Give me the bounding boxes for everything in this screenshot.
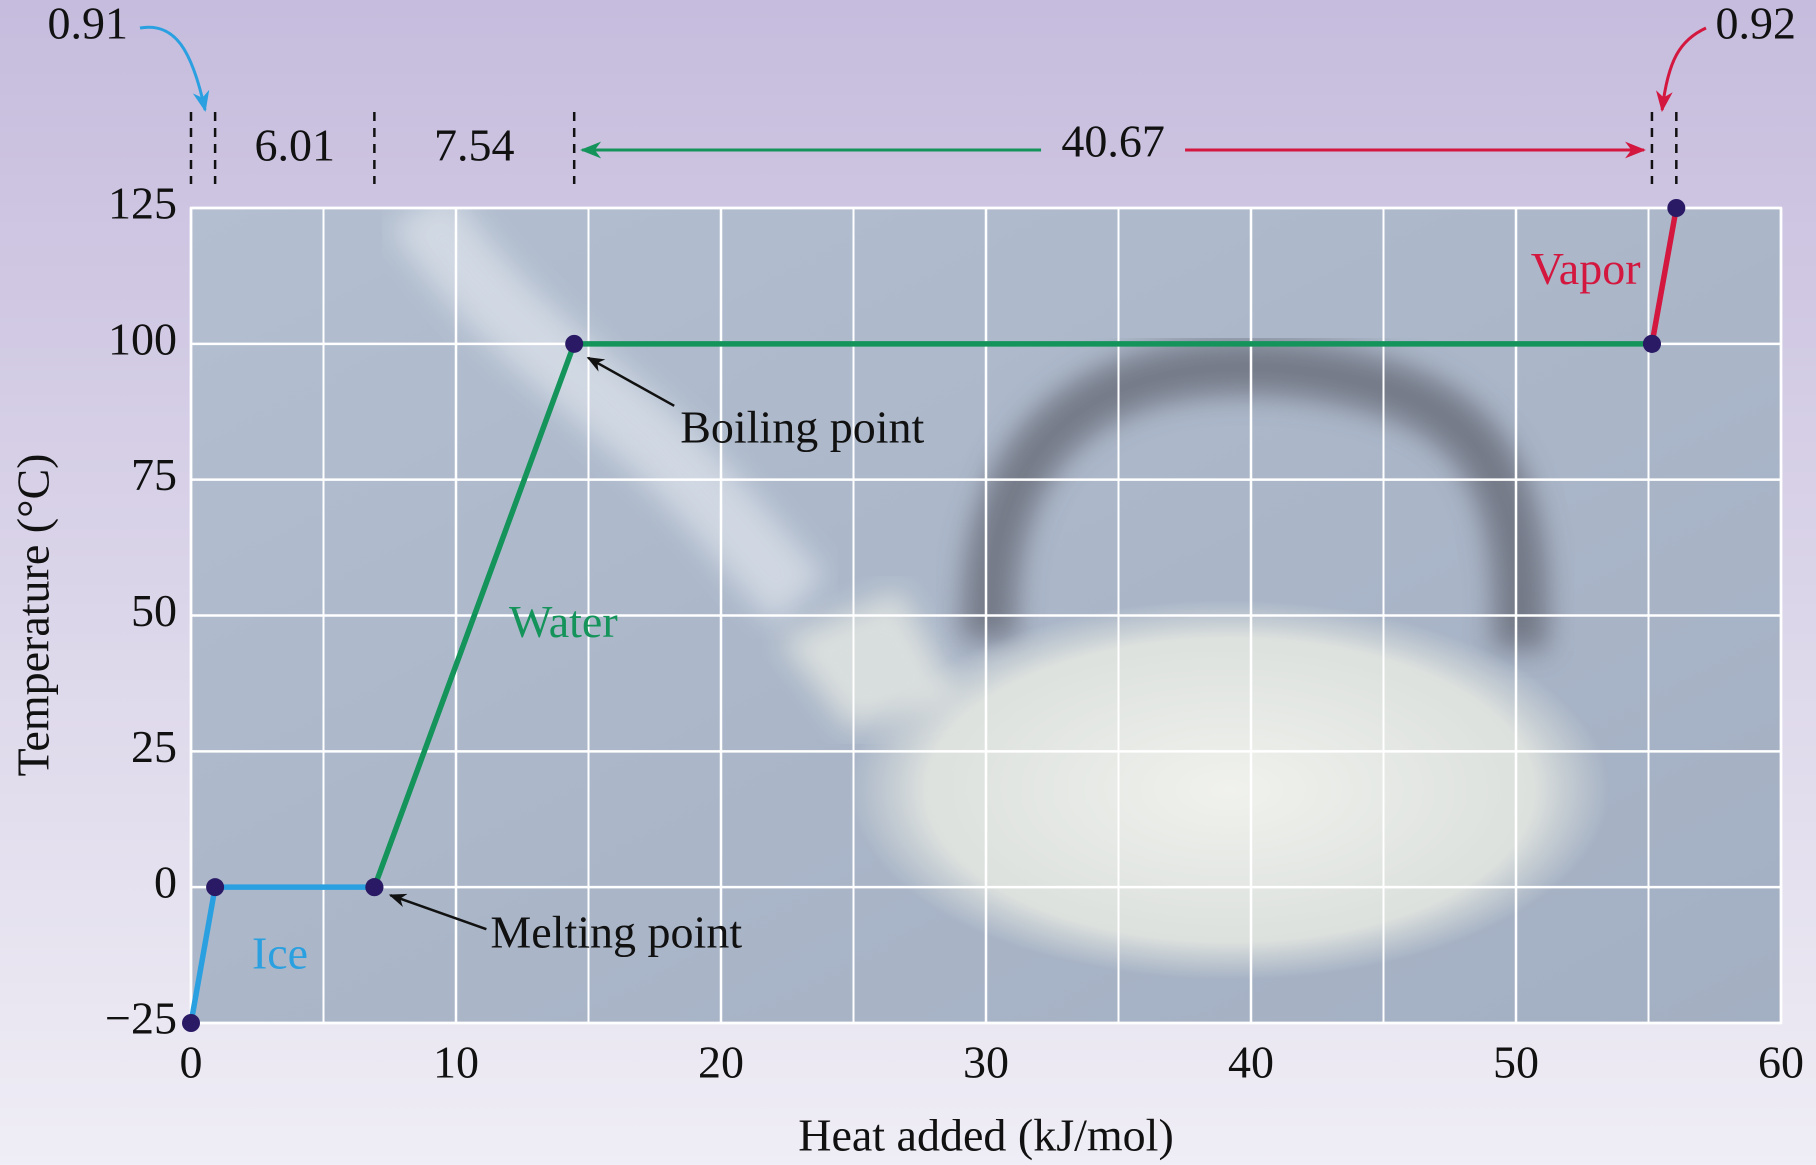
annotation: Melting point [490,907,742,958]
data-point [206,878,224,896]
chart: Heat added (kJ/mol) Temperature (°C) −25… [0,0,1816,1165]
x-tick-label: 60 [1758,1037,1804,1088]
x-tick-label: 40 [1228,1037,1274,1088]
interval-label: 0.91 [48,0,129,49]
y-tick-label: 125 [108,178,177,229]
y-axis-title: Temperature (°C) [8,454,59,777]
annotation: Boiling point [680,401,924,452]
data-point [565,335,583,353]
x-tick-label: 30 [963,1037,1009,1088]
y-tick-label: 100 [108,313,177,364]
interval-label: 0.92 [1716,0,1797,49]
interval-label: 6.01 [254,120,335,171]
kettle-body [850,600,1610,980]
y-tick-label: 0 [154,857,177,908]
x-tick-label: 50 [1493,1037,1539,1088]
y-tick-label: 75 [131,449,177,500]
series-label: Vapor [1531,243,1641,294]
interval-label: 7.54 [434,120,515,171]
x-tick-label: 10 [433,1037,479,1088]
data-point [1667,199,1685,217]
y-tick-label: −25 [105,993,177,1044]
series-label: Water [509,596,618,647]
series-label: Ice [252,927,308,978]
data-point [1643,335,1661,353]
data-point [182,1014,200,1032]
x-axis-title: Heat added (kJ/mol) [798,1110,1174,1161]
x-tick-label: 0 [180,1037,203,1088]
y-tick-label: 50 [131,585,177,636]
x-tick-label: 20 [698,1037,744,1088]
y-tick-label: 25 [131,721,177,772]
interval-label: 40.67 [1061,116,1165,167]
data-point [365,878,383,896]
